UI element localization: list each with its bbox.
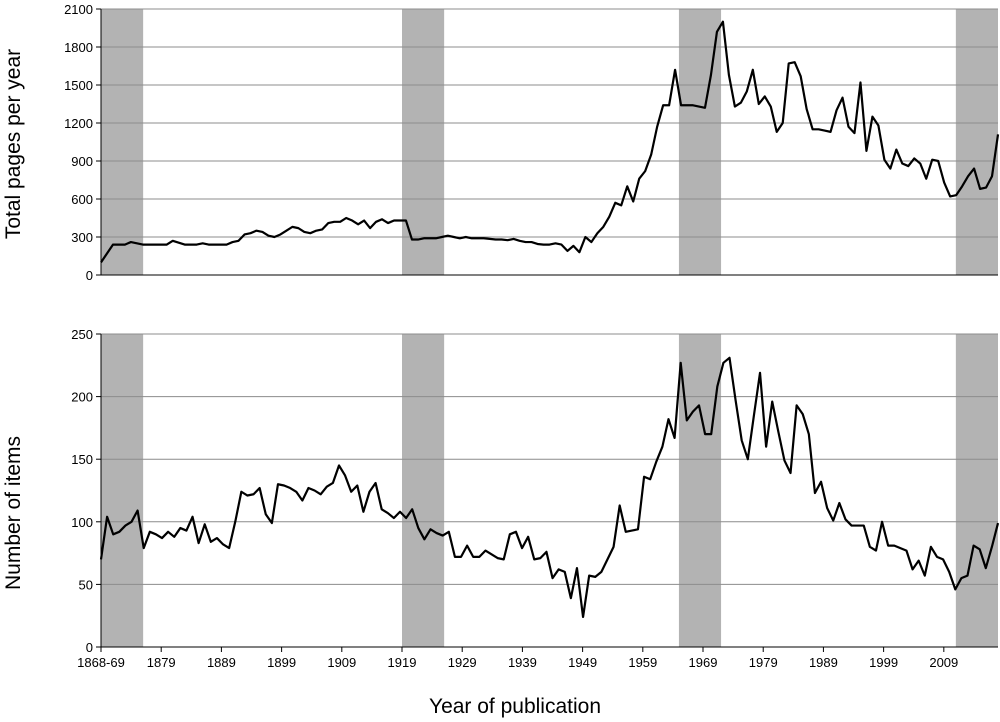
- y-tick-label-0-4: 1200: [64, 116, 93, 131]
- x-tick-label-7: 1939: [508, 655, 537, 670]
- shaded-period-1-2: [678, 334, 722, 647]
- y-tick-label-1-2: 100: [71, 515, 93, 530]
- series-line-1: [99, 356, 1000, 619]
- x-tick-label-9: 1959: [628, 655, 657, 670]
- shaded-period-1-0: [101, 334, 144, 647]
- y-tick-label-1-1: 50: [79, 577, 93, 592]
- y-tick-label-0-6: 1800: [64, 40, 93, 55]
- shaded-period-1-3: [955, 334, 998, 647]
- y-tick-label-0-0: 0: [86, 268, 93, 283]
- y-axis-title-top: Total pages per year: [2, 49, 25, 239]
- y-axis-title-bottom: Number of items: [2, 436, 25, 590]
- x-tick-label-5: 1919: [388, 655, 417, 670]
- shaded-period-0-0: [101, 9, 144, 275]
- x-tick-label-6: 1929: [448, 655, 477, 670]
- x-tick-label-4: 1909: [327, 655, 356, 670]
- shaded-period-0-1: [402, 9, 445, 275]
- shaded-periods: [101, 9, 998, 647]
- x-tick-label-10: 1969: [689, 655, 718, 670]
- y-tick-label-1-5: 250: [71, 327, 93, 342]
- tick-labels: 0 300 600 900 1200 1500 1800 2100 0 50 100 150 200 25…: [64, 2, 958, 670]
- y-tick-label-0-1: 300: [71, 230, 93, 245]
- y-tick-label-0-7: 2100: [64, 2, 93, 17]
- x-tick-label-11: 1979: [749, 655, 778, 670]
- x-tick-label-8: 1949: [568, 655, 597, 670]
- x-tick-label-1: 1879: [147, 655, 176, 670]
- y-tick-label-1-4: 200: [71, 390, 93, 405]
- shaded-period-0-3: [955, 9, 998, 275]
- y-tick-label-1-3: 150: [71, 452, 93, 467]
- axes: [96, 8, 998, 652]
- gridlines: [101, 8, 998, 585]
- y-tick-label-0-5: 1500: [64, 78, 93, 93]
- shaded-period-1-1: [402, 334, 445, 647]
- y-tick-label-1-0: 0: [86, 640, 93, 655]
- x-tick-label-3: 1899: [267, 655, 296, 670]
- series-line-0: [100, 20, 1000, 263]
- x-tick-label-2: 1889: [207, 655, 236, 670]
- x-tick-label-12: 1989: [809, 655, 838, 670]
- y-tick-label-0-2: 600: [71, 192, 93, 207]
- x-tick-label-0: 1868-69: [77, 655, 125, 670]
- x-axis-title: Year of publication: [429, 695, 601, 718]
- y-tick-label-0-3: 900: [71, 154, 93, 169]
- series-lines: [99, 20, 1000, 619]
- x-tick-label-13: 1999: [869, 655, 898, 670]
- x-tick-label-14: 2009: [929, 655, 958, 670]
